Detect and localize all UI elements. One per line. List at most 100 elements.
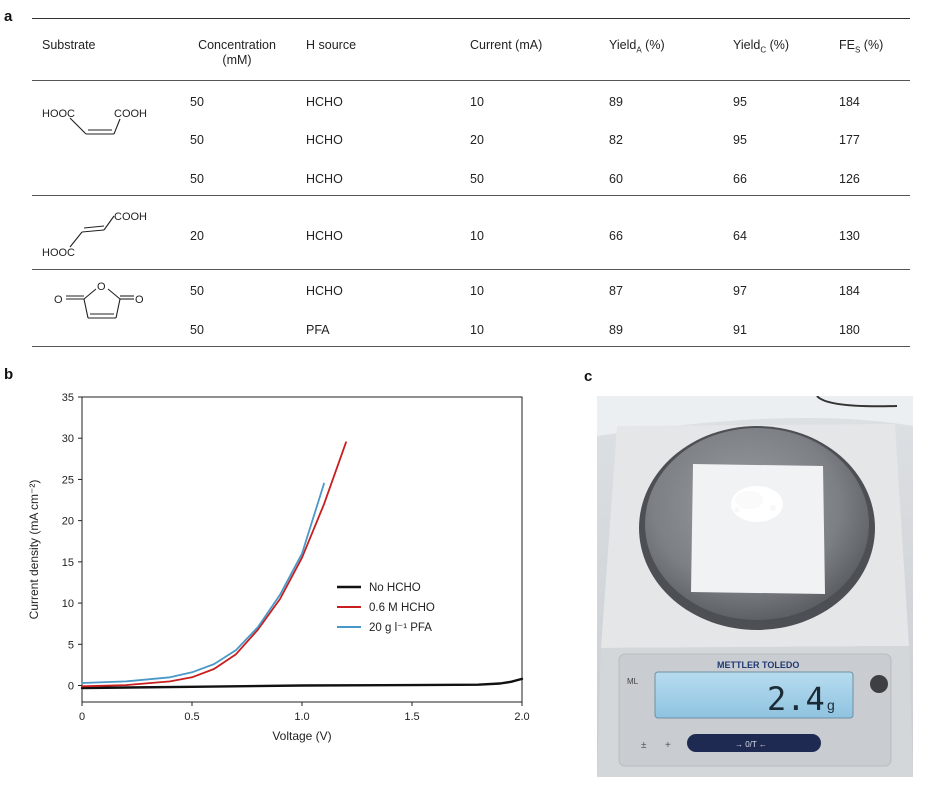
cell-yield-a: 60 [609,172,623,186]
x-tick-label: 1.5 [404,711,419,723]
cell-current: 10 [470,95,484,109]
cell-yield-a: 66 [609,229,623,243]
cell-concentration: 20 [190,229,204,243]
header-yield-c-unit: (%) [766,38,790,52]
cell-yield-a: 87 [609,284,623,298]
header-yield-a: YieldA (%) [609,38,665,58]
header-fe-sub: S [854,45,861,55]
cell-current: 20 [470,133,484,147]
y-tick-label: 20 [62,516,74,528]
cell-concentration: 50 [190,172,204,186]
cell-current: 10 [470,284,484,298]
group-rule-1 [32,195,910,196]
cell-h-source: PFA [306,323,330,337]
x-axis-label: Voltage (V) [272,729,331,743]
cell-yield-a: 89 [609,95,623,109]
legend-label-2: 20 g l⁻¹ PFA [369,622,432,634]
header-fe-unit: (%) [860,38,884,52]
table-top-rule [32,18,910,19]
y-tick-label: 30 [62,433,74,445]
balance-reading: 2.4 [767,680,825,718]
cell-yield-c: 97 [733,284,747,298]
balance-unit: g [827,697,835,713]
cell-yield-c: 95 [733,95,747,109]
anhydride-o-right: O [135,294,144,306]
header-yield-c: YieldC (%) [733,38,789,58]
cell-yield-a: 89 [609,323,623,337]
header-yield-a-unit: (%) [641,38,665,52]
header-concentration-unit: (mM) [222,53,252,67]
y-axis-label: Current density (mA cm⁻²) [27,480,41,620]
anhydride-o-ring: O [97,281,106,293]
header-yield-a-main: Yield [609,38,637,52]
panel-label-c: c [584,368,593,385]
group-rule-2 [32,269,910,270]
svg-text:±: ± [641,740,647,751]
header-fe: FES (%) [839,38,883,58]
cell-h-source: HCHO [306,284,343,298]
legend-label-1: 0.6 M HCHO [369,602,435,614]
y-tick-label: 25 [62,474,74,486]
cell-h-source: HCHO [306,229,343,243]
header-fe-main: FE [839,38,855,52]
panel-label-a: a [4,8,13,25]
cell-h-source: HCHO [306,133,343,147]
balance-model: ML [627,677,639,686]
panel-label-b: b [4,366,14,383]
cell-fe: 184 [839,95,860,109]
balance-brand: METTLER TOLEDO [717,660,799,670]
y-tick-label: 0 [68,681,74,693]
cell-concentration: 50 [190,284,204,298]
cell-h-source: HCHO [306,95,343,109]
cell-concentration: 50 [190,95,204,109]
cell-fe: 130 [839,229,860,243]
y-tick-label: 5 [68,639,74,651]
header-h-source: H source [306,38,357,52]
anhydride-o-left: O [54,294,63,306]
maleic-cooh: COOH [114,108,147,120]
legend-label-0: No HCHO [369,582,421,594]
header-concentration-label: Concentration [198,38,276,52]
header-current: Current (mA) [470,38,543,52]
maleic-acid-structure: HOOC COOH [42,108,147,135]
plot-frame [81,396,523,703]
balance-illustration: METTLER TOLEDO ML 2.4 g → 0/T ← ± + [597,396,913,777]
cell-fe: 184 [839,284,860,298]
cell-yield-c: 66 [733,172,747,186]
x-tick-label: 0.5 [184,711,199,723]
balance-photo: METTLER TOLEDO ML 2.4 g → 0/T ← ± + [597,396,913,777]
tare-button: → 0/T ← [735,740,767,749]
header-concentration: Concentration (mM) [190,38,284,68]
cell-fe: 180 [839,323,860,337]
maleic-anhydride-structure: O O O [54,281,144,319]
cell-concentration: 50 [190,323,204,337]
cell-yield-c: 64 [733,229,747,243]
y-tick-label: 35 [62,392,74,404]
cell-yield-c: 91 [733,323,747,337]
x-tick-label: 0 [79,711,85,723]
cell-yield-c: 95 [733,133,747,147]
maleic-hooc: HOOC [42,108,75,120]
x-tick-label: 2.0 [514,711,529,723]
cell-current: 10 [470,323,484,337]
header-rule [32,80,910,81]
header-yield-c-sub: C [760,45,767,55]
cell-fe: 126 [839,172,860,186]
y-tick-label: 15 [62,557,74,569]
y-tick-label: 10 [62,598,74,610]
cell-current: 10 [470,229,484,243]
cell-current: 50 [470,172,484,186]
header-substrate: Substrate [42,38,96,52]
fumaric-cooh: COOH [114,211,147,223]
table-bottom-rule [32,346,910,347]
cell-h-source: HCHO [306,172,343,186]
header-yield-c-main: Yield [733,38,761,52]
cell-concentration: 50 [190,133,204,147]
fumaric-hooc: HOOC [42,247,75,259]
fumaric-acid-structure: COOH HOOC [42,211,147,259]
series-line-0 [80,677,524,690]
header-yield-a-sub: A [636,45,642,55]
series-line-2 [81,482,325,684]
voltage-current-chart: 0 5 10 15 20 25 30 35 0 0.5 1.0 1.5 2.0 Voltage (V) Cu… [27,392,530,743]
svg-text:+: + [665,740,671,751]
